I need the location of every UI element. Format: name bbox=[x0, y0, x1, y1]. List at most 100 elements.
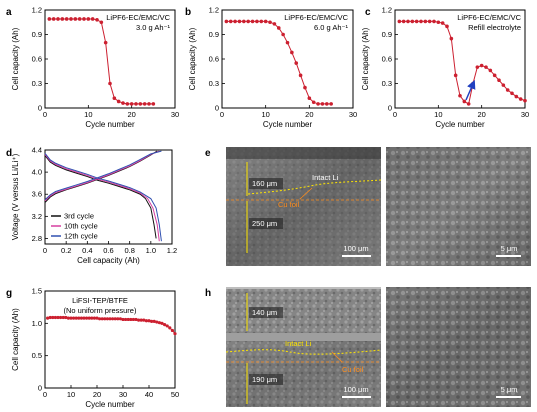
sem-f-scale-label: 5 μm bbox=[501, 244, 518, 253]
chart-g-ylabel: Cell capacity (Ah) bbox=[11, 308, 20, 371]
chart-g-xtick-label: 20 bbox=[93, 390, 101, 399]
chart-c-ytick-label: 0.3 bbox=[382, 79, 392, 88]
sem-i-scale-label: 5 μm bbox=[501, 385, 518, 394]
chart-g-point bbox=[59, 315, 63, 320]
chart-b: 0 10 20 30 0 0.3 0.6 0.9 1.2 Cycle number Cell cap… bbox=[188, 6, 357, 130]
chart-c-point bbox=[449, 36, 454, 41]
chart-c-xtick-label: 10 bbox=[434, 110, 442, 119]
chart-b-ytick-label: 0.6 bbox=[209, 55, 219, 64]
chart-c-ytick-label: 1.2 bbox=[382, 6, 392, 15]
chart-b-point bbox=[224, 19, 229, 24]
chart-a-note-electrolyte: LiPF6-EC/EMC/VC bbox=[106, 13, 170, 22]
chart-b-point bbox=[320, 102, 325, 106]
chart-c: 0 10 20 30 0 0.3 0.6 0.9 1.2 Cycle number Cell cap… bbox=[361, 6, 529, 130]
chart-g-point bbox=[173, 332, 177, 336]
chart-g-point bbox=[69, 316, 73, 320]
chart-a-point bbox=[82, 17, 86, 21]
sem-e-thickness-bottom: 250 μm bbox=[252, 219, 277, 228]
chart-d-xtick-label: 0.8 bbox=[124, 246, 134, 255]
chart-c-xtick-label: 20 bbox=[477, 110, 485, 119]
chart-g-point bbox=[121, 317, 125, 322]
chart-b-ytick-label: 1.2 bbox=[209, 6, 219, 15]
chart-g-point bbox=[137, 318, 141, 322]
sem-h-thickness-top: 140 μm bbox=[252, 308, 277, 317]
chart-b-xtick-label: 20 bbox=[305, 110, 313, 119]
chart-c-point bbox=[475, 65, 480, 69]
chart-d-legend-label: 12th cycle bbox=[64, 232, 98, 241]
sem-image-f: 5 μm bbox=[386, 147, 531, 266]
chart-d-discharge-curve bbox=[44, 154, 160, 242]
panel-letter-b: b bbox=[185, 7, 191, 18]
chart-a-point bbox=[147, 102, 151, 106]
chart-g-point bbox=[129, 317, 133, 322]
chart-a-point bbox=[73, 17, 78, 21]
chart-d-charge-curve bbox=[44, 150, 160, 202]
chart-b-point bbox=[228, 19, 233, 24]
chart-g-point bbox=[87, 316, 91, 320]
chart-a-ytick-label: 0.9 bbox=[32, 30, 42, 39]
chart-g-xtick-label: 40 bbox=[145, 390, 153, 399]
sem-e-scale-label: 100 μm bbox=[343, 244, 368, 253]
chart-c-point bbox=[497, 78, 501, 83]
chart-g-note-electrolyte: LiFSI-TEP/BTFE bbox=[72, 296, 128, 305]
chart-g-point bbox=[126, 317, 130, 322]
chart-d-xtick-label: 1.0 bbox=[146, 246, 156, 255]
sem-image-e: 160 μm 250 μm Intact Li Cu foil 100 μm bbox=[226, 147, 382, 266]
chart-a-note-ratio: 3.0 g Ah⁻¹ bbox=[136, 23, 170, 32]
chart-g-point bbox=[61, 315, 65, 320]
chart-g-point bbox=[46, 316, 50, 320]
chart-b-point bbox=[290, 50, 294, 55]
chart-b-point bbox=[325, 102, 329, 106]
chart-b-series-line bbox=[226, 20, 332, 105]
chart-b-point bbox=[250, 19, 255, 24]
chart-g-series-line bbox=[47, 317, 176, 334]
chart-c-ytick-label: 0 bbox=[388, 104, 392, 113]
chart-d-ytick-label: 2.8 bbox=[32, 234, 42, 243]
panel-letter-c: c bbox=[365, 7, 371, 18]
chart-a-point bbox=[108, 81, 112, 86]
chart-g-ytick-label: 0.5 bbox=[32, 351, 42, 360]
chart-c-point bbox=[466, 102, 471, 106]
chart-a-point bbox=[64, 17, 69, 21]
chart-c-point bbox=[458, 93, 462, 98]
sem-h-cu-foil-label: Cu foil bbox=[342, 365, 364, 374]
chart-a-point bbox=[112, 96, 117, 100]
chart-g-point bbox=[82, 316, 86, 320]
chart-g-point bbox=[155, 320, 159, 324]
chart-a-ytick-label: 0.3 bbox=[32, 79, 42, 88]
chart-b-xtick-label: 0 bbox=[220, 110, 224, 119]
panel-letter-e: e bbox=[205, 148, 211, 159]
chart-g-note-pressure: (No uniform pressure) bbox=[64, 306, 137, 315]
chart-a-point bbox=[56, 17, 60, 21]
chart-c-note-refill: Refill electrolyte bbox=[468, 23, 521, 32]
chart-d-xtick-label: 0.6 bbox=[103, 246, 113, 255]
chart-a-ytick-label: 1.2 bbox=[32, 6, 42, 15]
chart-b-point bbox=[329, 102, 333, 106]
chart-g-ytick-label: 1.5 bbox=[32, 287, 42, 296]
chart-g-ytick-label: 0 bbox=[38, 384, 42, 393]
sem-h-intact-li-boundary bbox=[225, 349, 382, 355]
chart-g-point bbox=[165, 324, 169, 328]
chart-g-point bbox=[124, 317, 128, 322]
chart-g-point bbox=[74, 316, 78, 320]
chart-g-point bbox=[157, 321, 161, 325]
chart-b-point bbox=[316, 102, 320, 106]
sem-image-h: 140 μm 190 μm Intact Li Cu foil 100 μm bbox=[225, 287, 382, 407]
sem-h-intact-li-label: Intact Li bbox=[285, 339, 312, 348]
chart-b-point bbox=[268, 20, 272, 25]
chart-a-ylabel: Cell capacity (Ah) bbox=[11, 27, 20, 90]
chart-g-xlabel: Cycle number bbox=[85, 400, 135, 409]
chart-d-xtick-label: 1.2 bbox=[167, 246, 177, 255]
chart-a-xtick-label: 20 bbox=[127, 110, 135, 119]
chart-a-point bbox=[142, 102, 147, 106]
chart-g-point bbox=[144, 319, 148, 323]
chart-d-legend-label: 10th cycle bbox=[64, 222, 98, 231]
chart-b-xlabel: Cycle number bbox=[263, 120, 313, 129]
chart-a-xtick-label: 30 bbox=[171, 110, 179, 119]
chart-b-point bbox=[233, 19, 237, 24]
sem-e-thickness-top: 160 μm bbox=[252, 179, 277, 188]
chart-d-ylabel: Voltage (V versus Li/Li⁺) bbox=[11, 153, 20, 240]
chart-a-xtick-label: 0 bbox=[43, 110, 47, 119]
chart-b-point bbox=[303, 85, 307, 90]
chart-g-point bbox=[131, 317, 135, 322]
